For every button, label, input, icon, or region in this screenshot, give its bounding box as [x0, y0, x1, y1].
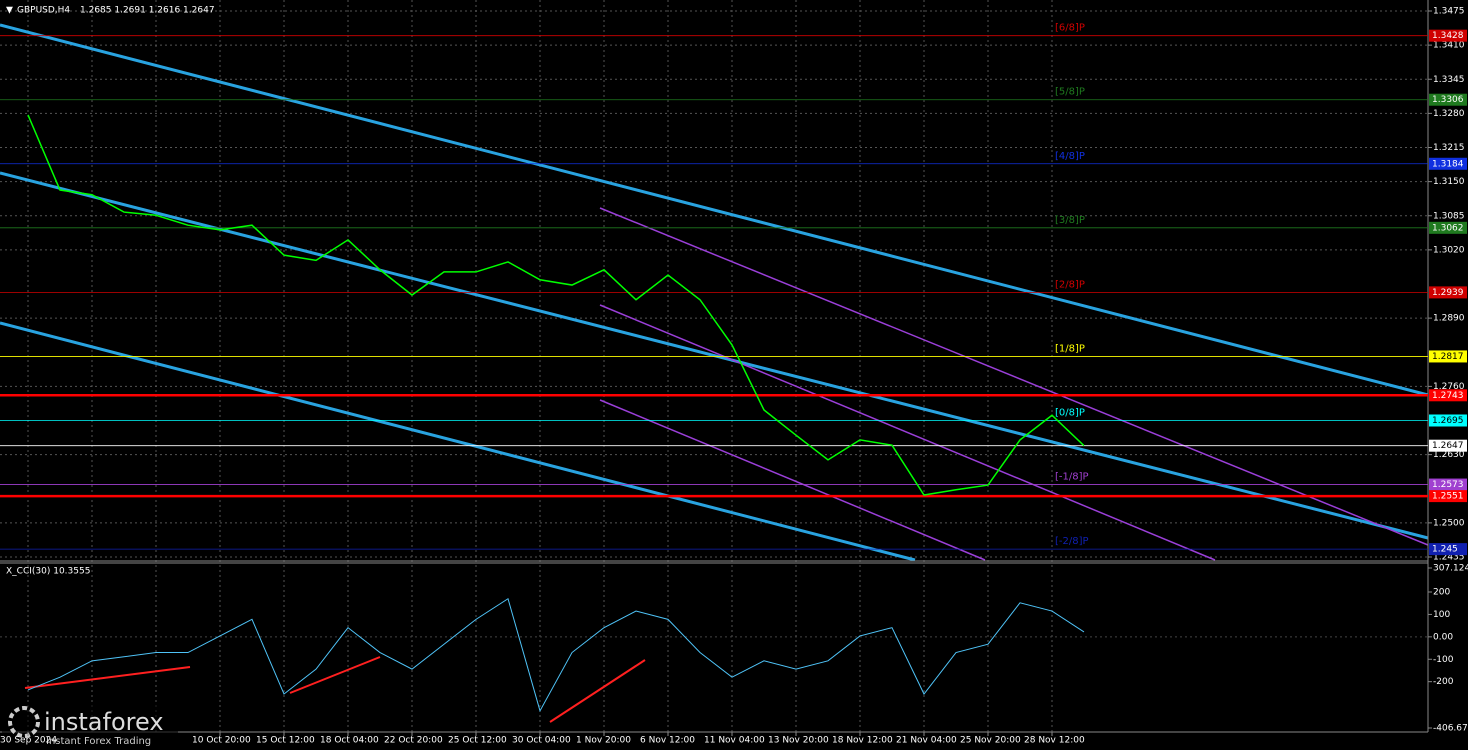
y-tick-label: 0.00 [1433, 632, 1453, 642]
x-tick-label: 21 Nov 04:00 [896, 736, 957, 746]
y-tick-label: 1.3345 [1433, 75, 1465, 85]
level-box [1429, 350, 1467, 363]
chart-title: GBPUSD,H4 [17, 6, 70, 16]
x-tick-label: 15 Oct 12:00 [256, 736, 315, 746]
regression-line [599, 399, 986, 561]
y-tick-label: -200 [1433, 677, 1454, 687]
level-box [1429, 157, 1467, 170]
y-tick-label: 1.3475 [1433, 7, 1465, 17]
watermark-tagline: Instant Forex Trading [46, 736, 151, 747]
level-box [1429, 543, 1467, 556]
level-value: 1.2551 [1432, 492, 1464, 502]
level-value: 1.3428 [1432, 31, 1464, 41]
level-value: 1.2647 [1432, 441, 1464, 451]
x-tick-label: 18 Nov 12:00 [832, 736, 893, 746]
watermark-brand: instaforex [44, 708, 164, 736]
y-tick-label: 307.1248 [1433, 564, 1468, 574]
level-box [1429, 439, 1467, 452]
regression-line [599, 304, 1216, 561]
y-tick-label: 1.2890 [1433, 314, 1465, 324]
level-value: 1.2573 [1432, 480, 1464, 490]
watermark: instaforex Instant Forex Trading [2, 705, 178, 748]
level-box [1429, 221, 1467, 234]
level-value: 1.3184 [1432, 159, 1464, 169]
channel-line [0, 321, 916, 562]
x-tick-label: 1 Nov 20:00 [576, 736, 631, 746]
level-box [1429, 414, 1467, 427]
x-tick-label: 30 Sep 2024 [0, 736, 57, 746]
level-label: [3/8]P [1055, 215, 1085, 226]
level-label: [1/8]P [1055, 343, 1085, 354]
x-tick-label: 28 Nov 12:00 [1024, 736, 1085, 746]
y-tick-label: 1.2500 [1433, 518, 1465, 528]
level-value: 1.2939 [1432, 288, 1464, 298]
y-tick-label: 100 [1433, 610, 1450, 620]
level-value: 1.2743 [1432, 391, 1464, 401]
x-tick-label: 30 Oct 04:00 [512, 736, 571, 746]
level-label: [6/8]P [1055, 23, 1085, 34]
level-box [1429, 478, 1467, 491]
y-tick-label: 200 [1433, 588, 1450, 598]
level-label: [-2/8]P [1055, 536, 1089, 547]
y-tick-label: 1.2760 [1433, 382, 1465, 392]
x-tick-label: 25 Nov 20:00 [960, 736, 1021, 746]
y-tick-label: -100 [1433, 655, 1454, 665]
y-tick-label: 1.3280 [1433, 109, 1465, 119]
level-box [1429, 286, 1467, 299]
y-tick-label: 1.3150 [1433, 177, 1465, 187]
level-label: [0/8]P [1055, 408, 1085, 419]
level-box [1429, 490, 1467, 503]
y-tick-label: 1.3215 [1433, 143, 1465, 153]
level-box [1429, 389, 1467, 402]
x-tick-label: 13 Nov 20:00 [768, 736, 829, 746]
level-box [1429, 93, 1467, 106]
x-tick-label: 18 Oct 04:00 [320, 736, 379, 746]
level-label: [2/8]P [1055, 279, 1085, 290]
y-tick-label: 1.3410 [1433, 41, 1465, 51]
level-box [1429, 29, 1467, 42]
indicator-title: X_CCI(30) 10.3555 [6, 567, 90, 577]
level-value: 1.2695 [1432, 416, 1464, 426]
x-tick-label: 25 Oct 12:00 [448, 736, 507, 746]
level-value: 1.3062 [1432, 223, 1464, 233]
watermark-logo [8, 706, 40, 738]
channel-line [0, 171, 1429, 540]
divergence-line [289, 656, 381, 694]
y-tick-label: 1.3085 [1433, 211, 1465, 221]
level-value: 1.3306 [1432, 95, 1464, 105]
divergence-line [24, 666, 191, 689]
cci-line [27, 597, 1085, 713]
y-tick-label: -406.677 [1433, 724, 1468, 734]
x-tick-label: 10 Oct 20:00 [192, 736, 251, 746]
channel-line [0, 23, 1429, 397]
x-tick-label: 22 Oct 20:00 [384, 736, 443, 746]
y-tick-label: 1.2435 [1433, 553, 1465, 563]
divergence-line [549, 659, 646, 723]
y-tick-label: 1.2630 [1433, 450, 1465, 460]
level-value: 1.2817 [1432, 352, 1464, 362]
chart-subtitle: 1.2685 1.2691 1.2616 1.2647 [80, 6, 215, 16]
symbol-marker: ▼ [6, 6, 13, 16]
level-value: 1.245 [1432, 545, 1458, 555]
x-tick-label: 11 Nov 04:00 [704, 736, 765, 746]
channels [0, 23, 1429, 723]
regression-line [599, 207, 1429, 546]
level-label: [5/8]P [1055, 87, 1085, 98]
level-label: [-1/8]P [1055, 472, 1089, 483]
price-line [27, 114, 1085, 496]
y-tick-label: 1.3020 [1433, 245, 1465, 255]
level-label: [4/8]P [1055, 151, 1085, 162]
x-tick-label: 6 Nov 12:00 [640, 736, 695, 746]
